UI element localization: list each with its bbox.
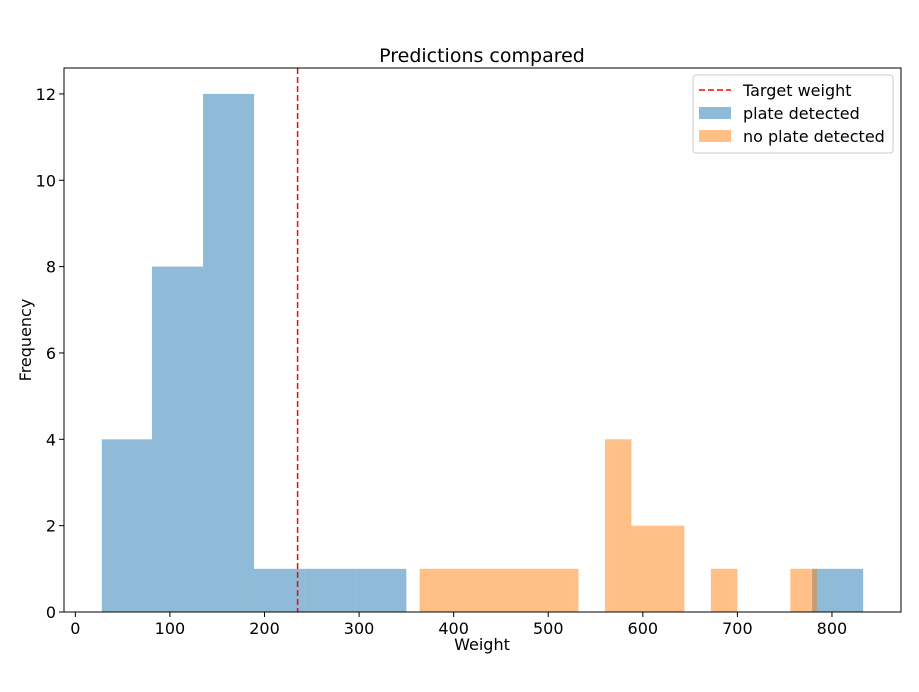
y-tick-label: 8	[46, 258, 56, 277]
histogram-bar-series-1-bin-14	[790, 568, 817, 612]
histogram-bar-series-0-bin-1	[151, 266, 204, 612]
x-tick-label: 800	[817, 619, 848, 638]
histogram-bar-series-0-bin-4	[304, 568, 356, 612]
x-tick-label: 300	[344, 619, 375, 638]
x-axis-title: Weight	[454, 635, 510, 654]
histogram-bar-series-1-bin-0	[419, 568, 447, 612]
histogram-bar-series-0-bin-0	[101, 439, 152, 612]
legend-frame	[692, 74, 894, 154]
plot-frame	[63, 67, 902, 613]
histogram-bar-series-0-bin-3	[254, 568, 305, 612]
histogram-bar-series-0-bin-2	[203, 93, 255, 612]
legend-label: Target weight	[742, 81, 852, 100]
x-tick-label: 400	[438, 619, 469, 638]
y-tick-label: 2	[46, 517, 56, 536]
histogram-bar-series-0-bin-14	[812, 568, 864, 612]
y-tick-label: 12	[36, 85, 56, 104]
legend-swatch	[699, 130, 731, 142]
y-axis-title: Frequency	[16, 299, 35, 382]
legend: Target weight plate detected no plate dete…	[692, 74, 894, 154]
legend-swatch	[699, 107, 731, 119]
x-tick-label: 700	[722, 619, 753, 638]
x-axis-ticks: 0 100 200 300 400 500 600 700 800	[70, 612, 847, 638]
histogram-bar-series-1-bin-5	[552, 568, 579, 612]
histogram-bar-series-1-bin-7	[604, 439, 632, 612]
histogram-bar-series-1-bin-2	[472, 568, 500, 612]
x-tick-label: 100	[155, 619, 186, 638]
y-tick-label: 6	[46, 344, 56, 363]
legend-label: no plate detected	[743, 127, 885, 146]
histogram-bar-series-1-bin-3	[499, 568, 526, 612]
y-axis-ticks: 0 2 4 6 8 10 12	[36, 85, 64, 622]
legend-label: plate detected	[743, 104, 860, 123]
bars-layer	[101, 93, 864, 612]
histogram-bar-series-1-bin-1	[446, 568, 473, 612]
y-tick-label: 4	[46, 430, 56, 449]
histogram-bar-series-0-bin-5	[355, 568, 407, 612]
y-tick-label: 0	[46, 603, 56, 622]
histogram-bar-series-1-bin-8	[631, 525, 658, 612]
y-tick-label: 10	[36, 171, 56, 190]
histogram-bar-series-1-bin-9	[657, 525, 685, 612]
x-tick-label: 600	[628, 619, 659, 638]
histogram-bar-series-1-bin-4	[525, 568, 553, 612]
x-tick-label: 500	[533, 619, 564, 638]
x-tick-label: 200	[249, 619, 280, 638]
chart-title: Predictions compared	[379, 45, 585, 67]
x-tick-label: 0	[70, 619, 80, 638]
histogram-bar-series-1-bin-11	[710, 568, 738, 612]
